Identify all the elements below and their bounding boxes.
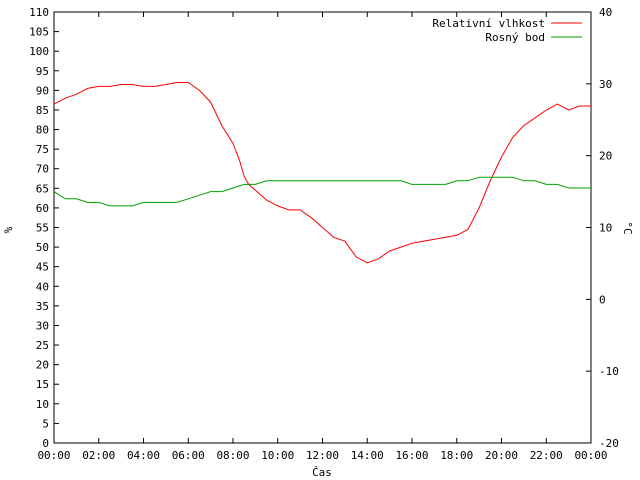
- y-left-tick-label: 40: [36, 280, 49, 293]
- y-left-tick-label: 85: [36, 104, 49, 117]
- x-tick-label: 02:00: [82, 449, 115, 462]
- legend-label-1: Relativní vlhkost: [432, 17, 545, 30]
- y-left-tick-label: 65: [36, 182, 49, 195]
- y-left-tick-label: 60: [36, 202, 49, 215]
- y-left-tick-label: 55: [36, 222, 49, 235]
- y-left-tick-label: 45: [36, 261, 49, 274]
- x-axis-title: Čas: [312, 466, 332, 479]
- x-tick-label: 00:00: [574, 449, 607, 462]
- x-tick-label: 20:00: [485, 449, 518, 462]
- y-right-tick-label: 40: [599, 6, 612, 19]
- y-left-tick-label: 35: [36, 300, 49, 313]
- y-left-tick-label: 105: [29, 26, 49, 39]
- y-left-tick-label: 75: [36, 143, 49, 156]
- y-left-tick-label: 70: [36, 163, 49, 176]
- series-line-2: [53, 176, 591, 207]
- y-right-tick-label: 10: [599, 222, 612, 235]
- x-tick-label: 12:00: [306, 449, 339, 462]
- y-left-tick-label: 20: [36, 359, 49, 372]
- x-tick-label: 08:00: [216, 449, 249, 462]
- y-right-tick-label: 20: [599, 150, 612, 163]
- y-left-tick-label: 90: [36, 84, 49, 97]
- y-left-tick-label: 0: [42, 437, 49, 450]
- y-axis-right-title: °C: [621, 221, 634, 234]
- y-left-tick-label: 50: [36, 241, 49, 254]
- y-left-tick-label: 100: [29, 45, 49, 58]
- y-left-tick-label: 25: [36, 339, 49, 352]
- legend-label-2: Rosný bod: [485, 31, 545, 44]
- y-left-tick-label: 15: [36, 378, 49, 391]
- y-right-tick-label: -20: [599, 437, 619, 450]
- x-tick-label: 00:00: [37, 449, 70, 462]
- y-left-tick-label: 80: [36, 124, 49, 137]
- x-tick-label: 18:00: [440, 449, 473, 462]
- x-tick-label: 04:00: [127, 449, 160, 462]
- series-line-1: [53, 82, 591, 264]
- y-left-tick-label: 95: [36, 65, 49, 78]
- y-right-tick-label: 0: [599, 293, 606, 306]
- y-axis-left-title: %: [2, 226, 15, 233]
- y-left-tick-label: 110: [29, 6, 49, 19]
- y-right-tick-label: 30: [599, 78, 612, 91]
- x-tick-label: 10:00: [261, 449, 294, 462]
- y-left-tick-label: 10: [36, 398, 49, 411]
- x-tick-label: 14:00: [351, 449, 384, 462]
- y-left-tick-label: 5: [42, 417, 49, 430]
- x-tick-label: 16:00: [395, 449, 428, 462]
- y-right-tick-label: -10: [599, 365, 619, 378]
- x-tick-label: 22:00: [530, 449, 563, 462]
- x-tick-label: 06:00: [172, 449, 205, 462]
- y-left-tick-label: 30: [36, 319, 49, 332]
